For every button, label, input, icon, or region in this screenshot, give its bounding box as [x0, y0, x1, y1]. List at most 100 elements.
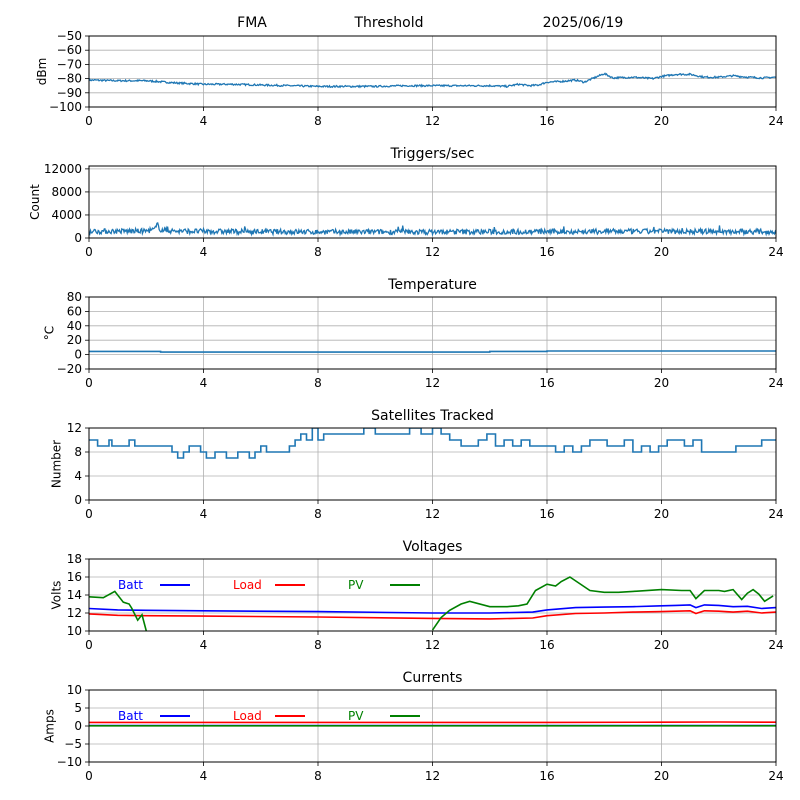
- date-label: 2025/06/19: [543, 15, 624, 31]
- x-tick-label: 8: [314, 507, 322, 521]
- x-tick-label: 16: [539, 376, 554, 390]
- x-tick-label: 8: [314, 114, 322, 128]
- chart-satellites: 0 4 8 12 16 20 24 0 4 8 12 Satellites Tracked Number: [50, 408, 784, 521]
- chart-voltages: 0 4 8 12 16 20 24 10 12 14 16 18 Voltages Volts Batt Lo…: [50, 539, 784, 652]
- x-tick-label: 16: [539, 245, 554, 259]
- chart-triggers: 0 4 8 12 16 20 24 0 4000 8000 12000 Triggers/sec Cou…: [28, 146, 784, 259]
- series-line-load: [89, 609, 776, 620]
- x-tick-label: 16: [539, 769, 554, 783]
- y-tick-label: −100: [49, 100, 82, 114]
- y-tick-label: 12: [67, 421, 82, 435]
- y-tick-label: 0: [74, 348, 82, 362]
- y-tick-label: 16: [67, 570, 82, 584]
- x-tick-label: 24: [768, 245, 783, 259]
- x-tick-label: 12: [425, 638, 440, 652]
- x-tick-label: 24: [768, 638, 783, 652]
- legend-label-pv: PV: [348, 578, 364, 592]
- series-line: [89, 350, 776, 353]
- x-tick-label: 12: [425, 245, 440, 259]
- y-axis-label: Volts: [50, 581, 64, 610]
- y-tick-label: 14: [67, 588, 82, 602]
- y-tick-label: 80: [67, 290, 82, 304]
- y-tick-label: −10: [57, 755, 82, 769]
- x-tick-label: 0: [85, 507, 93, 521]
- x-tick-label: 8: [314, 769, 322, 783]
- x-tick-label: 20: [654, 245, 669, 259]
- legend-label-load: Load: [233, 578, 262, 592]
- series-line: [89, 428, 776, 459]
- legend-label-pv: PV: [348, 709, 364, 723]
- y-tick-label: 18: [67, 552, 82, 566]
- x-tick-label: 12: [425, 507, 440, 521]
- x-tick-label: 12: [425, 376, 440, 390]
- y-tick-label: −80: [57, 72, 82, 86]
- x-tick-label: 20: [654, 769, 669, 783]
- station-label: FMA: [237, 15, 267, 31]
- chart-title: Currents: [403, 670, 463, 686]
- x-tick-label: 4: [200, 638, 208, 652]
- x-tick-label: 0: [85, 245, 93, 259]
- x-tick-label: 4: [200, 507, 208, 521]
- chart-title: Temperature: [387, 277, 477, 293]
- x-tick-label: 24: [768, 114, 783, 128]
- y-tick-label: 4: [74, 469, 82, 483]
- x-tick-label: 0: [85, 114, 93, 128]
- y-axis-label: Number: [50, 440, 64, 488]
- y-tick-label: 8: [74, 445, 82, 459]
- mode-label: Threshold: [354, 15, 424, 31]
- x-tick-label: 12: [425, 114, 440, 128]
- y-tick-label: −70: [57, 57, 82, 71]
- legend-label-load: Load: [233, 709, 262, 723]
- x-tick-label: 20: [654, 376, 669, 390]
- x-tick-label: 24: [768, 769, 783, 783]
- y-tick-label: 10: [67, 624, 82, 638]
- x-tick-label: 4: [200, 114, 208, 128]
- y-tick-label: −20: [57, 362, 82, 376]
- y-tick-label: 8000: [51, 185, 82, 199]
- y-tick-label: 40: [67, 319, 82, 333]
- x-tick-label: 0: [85, 638, 93, 652]
- y-tick-label: 20: [67, 333, 82, 347]
- y-tick-label: 0: [74, 231, 82, 245]
- y-axis-label: Amps: [42, 709, 56, 743]
- x-tick-label: 8: [314, 376, 322, 390]
- x-tick-label: 0: [85, 376, 93, 390]
- y-tick-label: 0: [74, 719, 82, 733]
- y-axis-label: Count: [28, 184, 42, 220]
- y-tick-label: 12: [67, 606, 82, 620]
- y-tick-label: −5: [64, 737, 82, 751]
- y-tick-label: −90: [57, 86, 82, 100]
- figure-header: FMA Threshold 2025/06/19: [237, 15, 623, 31]
- y-axis-label: dBm: [35, 58, 49, 86]
- series-line-pv: [89, 576, 774, 631]
- y-tick-label: 12000: [44, 162, 82, 176]
- x-tick-label: 24: [768, 376, 783, 390]
- x-tick-label: 8: [314, 638, 322, 652]
- y-tick-label: −60: [57, 43, 82, 57]
- x-tick-label: 16: [539, 638, 554, 652]
- chart-title: Triggers/sec: [390, 146, 475, 162]
- chart-threshold: 0 4 8 12 16 20 24 −100−90−80−70−60−50 dBm: [35, 29, 783, 128]
- y-tick-label: 0: [74, 493, 82, 507]
- x-tick-label: 16: [539, 114, 554, 128]
- legend-label-batt: Batt: [118, 709, 143, 723]
- y-tick-label: 4000: [51, 208, 82, 222]
- y-tick-label: 5: [74, 701, 82, 715]
- y-tick-label: 10: [67, 683, 82, 697]
- x-tick-label: 20: [654, 638, 669, 652]
- x-tick-label: 20: [654, 114, 669, 128]
- x-tick-label: 16: [539, 507, 554, 521]
- series-line: [89, 221, 776, 237]
- y-tick-label: −50: [57, 29, 82, 43]
- legend-label-batt: Batt: [118, 578, 143, 592]
- chart-title: Voltages: [403, 539, 463, 555]
- y-axis-label: °C: [42, 326, 56, 340]
- chart-title: Satellites Tracked: [371, 408, 494, 424]
- x-tick-label: 8: [314, 245, 322, 259]
- x-tick-label: 0: [85, 769, 93, 783]
- x-tick-label: 4: [200, 769, 208, 783]
- series-line: [89, 72, 776, 89]
